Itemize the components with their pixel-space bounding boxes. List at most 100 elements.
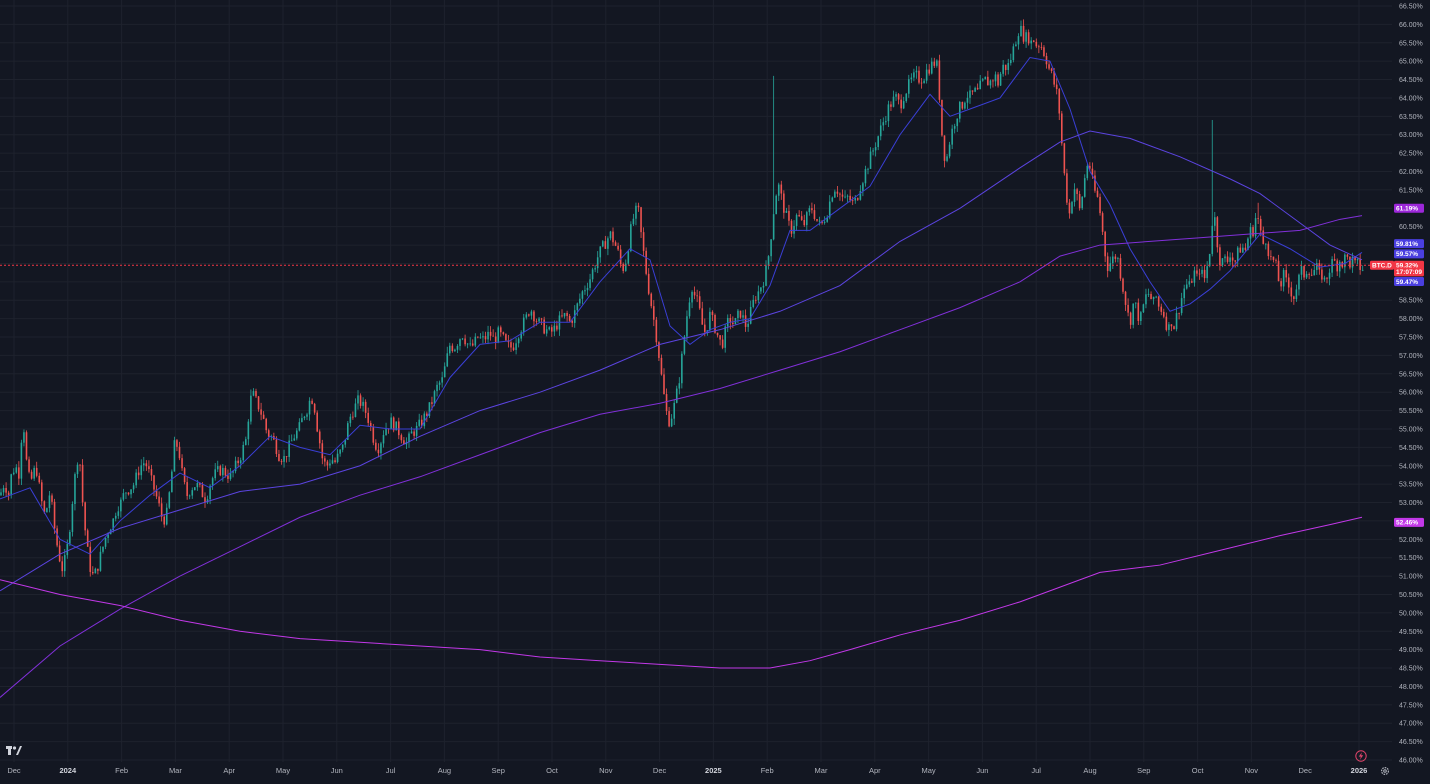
candle-body: [1002, 64, 1004, 74]
candle-body: [915, 70, 918, 73]
candle-body: [913, 72, 915, 78]
candle-body: [303, 416, 306, 419]
candle-body: [839, 193, 841, 195]
y-tick-label: 66.00%: [1399, 22, 1423, 29]
candle-body: [897, 94, 900, 100]
candle-body: [227, 475, 229, 479]
price-badge: [1394, 517, 1424, 527]
candle-body: [849, 195, 851, 201]
candle-body: [1224, 256, 1226, 259]
candle-body: [885, 121, 887, 123]
candle-body: [752, 299, 755, 307]
candle-body: [647, 273, 650, 294]
candle-body: [803, 219, 806, 226]
candle-body: [795, 214, 798, 226]
candle-body: [372, 426, 375, 443]
y-tick-label: 63.00%: [1399, 132, 1423, 139]
y-tick-label: 64.00%: [1399, 95, 1423, 102]
x-tick-label: Dec: [7, 766, 21, 775]
candle-body: [974, 87, 976, 92]
candle-body: [30, 471, 33, 479]
candle-body: [882, 122, 885, 126]
candle-body: [99, 551, 102, 571]
candle-body: [1354, 256, 1356, 261]
candle-body: [1290, 287, 1293, 297]
x-tick-label: Mar: [815, 766, 828, 775]
candle-body: [772, 214, 775, 240]
candle-body: [670, 418, 673, 427]
price-badge-label: 59.57%: [1396, 251, 1418, 258]
x-tick-label: Apr: [869, 766, 881, 775]
candle-body: [675, 388, 678, 403]
candle-body: [308, 400, 311, 415]
candle-body: [1188, 281, 1191, 285]
candle-body: [191, 490, 194, 496]
candle-body: [1048, 64, 1050, 69]
candle-body: [938, 60, 941, 100]
y-tick-label: 47.00%: [1399, 721, 1423, 728]
candle-body: [143, 463, 145, 466]
candle-body: [229, 472, 232, 479]
candle-body: [492, 335, 494, 337]
price-badge: [1394, 239, 1424, 249]
candle-body: [1346, 254, 1349, 257]
moving-average-line: [0, 516, 1363, 669]
candle-body: [1201, 269, 1203, 274]
time-axis[interactable]: Dec 2024 Feb Mar Apr May Jun Jul Aug Sep Oct Nov Dec…: [7, 766, 1367, 775]
candle-body: [1219, 247, 1221, 266]
candle-body: [632, 218, 635, 225]
candle-body: [1234, 260, 1236, 262]
x-tick-label: Jun: [976, 766, 988, 775]
candle-body: [390, 417, 392, 429]
candle-body: [971, 90, 974, 92]
candle-body: [716, 332, 719, 336]
candle-body: [349, 416, 352, 424]
candle-body: [1321, 269, 1323, 280]
candle-body: [1280, 281, 1282, 287]
candle-body: [1068, 202, 1071, 214]
candle-body: [775, 195, 777, 215]
price-badge-label: 61.19%: [1396, 206, 1418, 213]
candle-body: [1160, 306, 1163, 312]
y-tick-label: 52.00%: [1399, 537, 1423, 544]
tradingview-logo-icon[interactable]: [6, 745, 22, 757]
candle-body: [181, 458, 183, 469]
y-tick-label: 55.50%: [1399, 408, 1423, 415]
candle-body: [872, 150, 874, 152]
candle-body: [1134, 302, 1137, 304]
y-tick-label: 49.50%: [1399, 629, 1423, 636]
candle-body: [851, 200, 854, 202]
candle-body: [420, 419, 423, 427]
candle-body: [239, 460, 242, 464]
price-badge-label: 59.81%: [1396, 241, 1418, 248]
candle-body: [1356, 258, 1359, 261]
candle-body: [561, 315, 563, 317]
candle-body: [1196, 270, 1198, 274]
candle-body: [951, 128, 953, 145]
candle-body: [1221, 258, 1224, 266]
candle-body: [165, 507, 168, 525]
candle-body: [484, 336, 487, 340]
candle-body: [1308, 274, 1310, 275]
candle-body: [525, 314, 528, 318]
candle-body: [609, 231, 612, 239]
candle-body: [125, 492, 127, 494]
candle-body: [1336, 260, 1338, 272]
candle-body: [1244, 247, 1247, 250]
candle-body: [642, 232, 645, 251]
candle-body: [306, 414, 308, 417]
candle-body: [568, 315, 571, 321]
candle-body: [1112, 256, 1114, 264]
candle-body: [1053, 70, 1055, 85]
y-tick-label: 53.00%: [1399, 500, 1423, 507]
candle-body: [543, 319, 545, 334]
lightning-icon[interactable]: [1355, 750, 1367, 762]
candle-body: [1214, 217, 1216, 226]
candle-body: [905, 93, 908, 102]
candle-body: [1275, 259, 1277, 261]
candle-body: [1341, 261, 1344, 268]
candle-body: [86, 530, 89, 547]
gear-icon[interactable]: [1380, 766, 1390, 776]
